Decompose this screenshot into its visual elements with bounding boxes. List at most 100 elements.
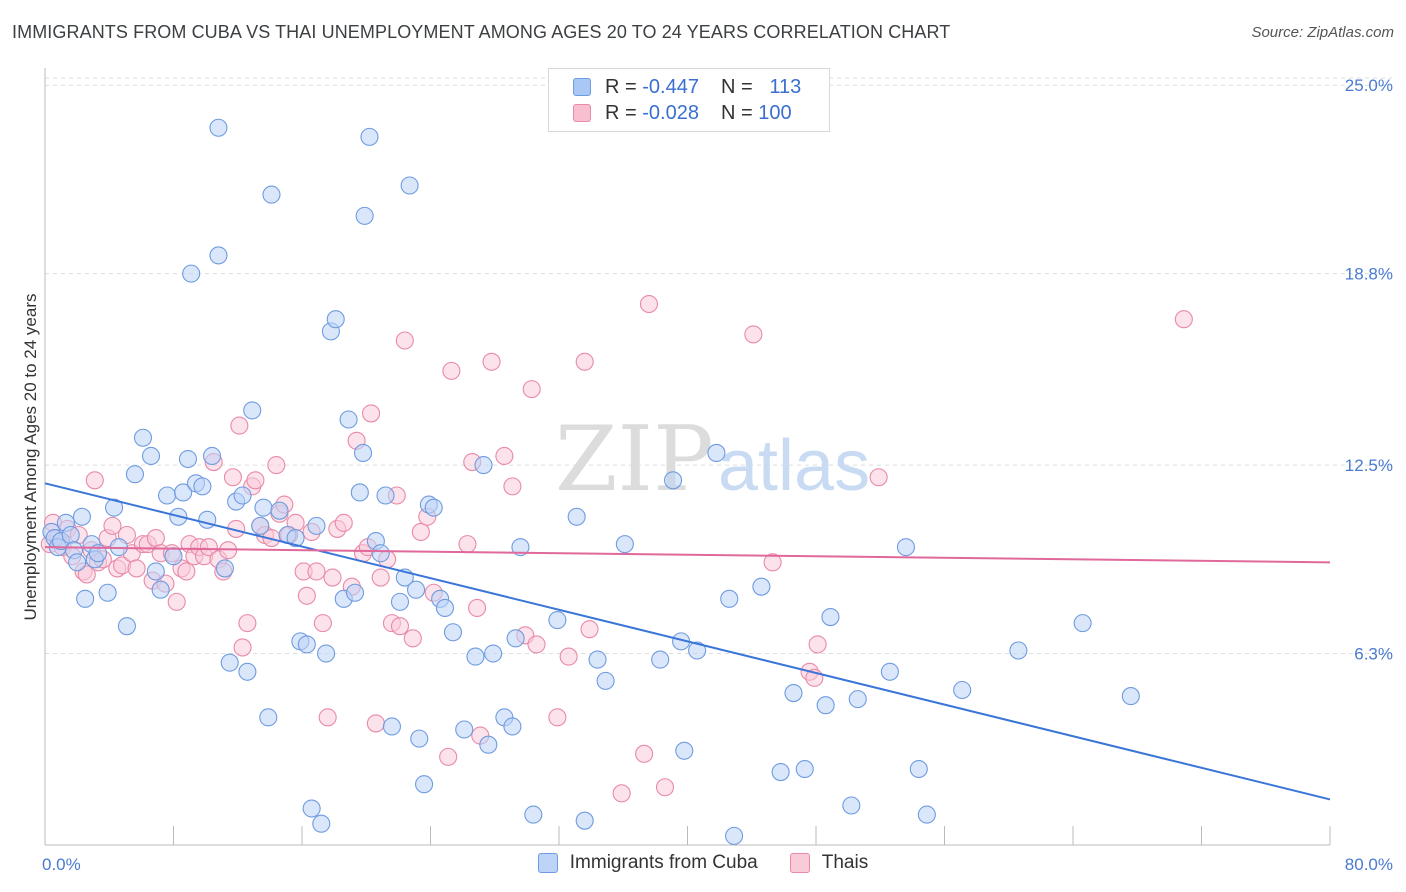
trend-line-cuba xyxy=(44,482,1331,801)
point-thais xyxy=(362,404,381,423)
point-cuba xyxy=(182,264,201,283)
point-thais xyxy=(177,562,196,581)
point-cuba xyxy=(575,811,594,830)
point-thais xyxy=(267,456,286,475)
point-cuba xyxy=(238,662,257,681)
x-tick-label: 80.0% xyxy=(1345,855,1393,874)
point-cuba xyxy=(821,608,840,627)
point-cuba xyxy=(503,717,522,736)
legend-n-label: N = xyxy=(720,101,753,124)
legend-r-label: R = xyxy=(605,101,637,124)
point-cuba xyxy=(390,592,410,611)
point-cuba xyxy=(88,544,108,563)
point-thais xyxy=(612,784,631,803)
point-cuba xyxy=(350,483,369,502)
bottom-legend-label-thais: Thais xyxy=(821,852,869,873)
point-cuba xyxy=(270,501,289,520)
point-cuba xyxy=(1009,641,1028,660)
point-cuba xyxy=(784,683,803,703)
point-cuba xyxy=(596,671,615,690)
point-cuba xyxy=(286,528,305,548)
point-cuba xyxy=(243,401,262,420)
point-cuba xyxy=(1121,687,1140,706)
point-cuba xyxy=(133,428,153,447)
point-thais xyxy=(297,586,316,605)
point-cuba xyxy=(345,583,365,602)
point-cuba xyxy=(98,583,117,602)
point-thais xyxy=(403,629,422,648)
point-cuba xyxy=(466,647,485,666)
bottom-legend-swatch-cuba xyxy=(537,853,558,873)
point-cuba xyxy=(105,498,124,517)
bottom-legend-item-thais: Thais xyxy=(789,852,869,874)
trend-lines xyxy=(44,482,1331,801)
point-cuba xyxy=(848,690,867,709)
point-cuba xyxy=(588,650,607,669)
point-cuba xyxy=(209,118,228,137)
point-cuba xyxy=(125,465,144,484)
point-cuba xyxy=(254,498,273,517)
point-thais xyxy=(468,598,487,617)
x-tick-label: 0.0% xyxy=(42,855,81,874)
point-cuba xyxy=(339,410,358,429)
point-cuba xyxy=(164,547,183,566)
point-cuba xyxy=(376,486,395,505)
chart-title: IMMIGRANTS FROM CUBA VS THAI UNEMPLOYMEN… xyxy=(12,22,951,42)
point-cuba xyxy=(725,826,744,845)
point-cuba xyxy=(198,510,217,529)
point-cuba xyxy=(259,708,278,727)
point-thais xyxy=(763,553,782,572)
point-cuba xyxy=(400,176,419,195)
point-cuba xyxy=(262,185,281,204)
point-thais xyxy=(580,620,599,639)
y-tick-label: 25.0% xyxy=(1345,76,1393,95)
point-thais xyxy=(390,617,410,636)
point-cuba xyxy=(382,717,402,736)
bottom-legend-item-cuba: Immigrants from Cuba xyxy=(537,852,758,874)
watermark-atlas: atlas xyxy=(718,426,870,506)
point-cuba xyxy=(707,443,726,462)
point-cuba xyxy=(771,763,790,782)
trend-line-thais xyxy=(44,546,1331,564)
point-cuba xyxy=(651,650,670,669)
watermark-zip: ZIP xyxy=(555,407,714,512)
point-thais xyxy=(371,568,390,587)
point-cuba xyxy=(909,759,928,779)
point-thais xyxy=(495,446,514,466)
point-cuba xyxy=(146,562,165,581)
legend-swatch-cuba xyxy=(573,78,591,96)
point-cuba xyxy=(1073,614,1092,633)
point-cuba xyxy=(567,507,586,526)
point-cuba xyxy=(424,498,443,517)
point-cuba xyxy=(720,589,739,608)
point-cuba xyxy=(524,805,543,824)
point-cuba xyxy=(151,580,170,599)
legend-row-thais: R = -0.028 N = 100 xyxy=(573,101,792,125)
point-cuba xyxy=(752,577,771,596)
point-cuba xyxy=(193,477,212,496)
point-cuba xyxy=(178,449,198,469)
point-cuba xyxy=(548,611,567,630)
point-cuba xyxy=(663,471,683,490)
point-cuba xyxy=(371,544,390,563)
point-thais xyxy=(1174,310,1193,329)
point-thais xyxy=(246,471,265,490)
point-cuba xyxy=(158,486,177,505)
y-tick-label: 18.8% xyxy=(1345,265,1393,284)
point-thais xyxy=(307,562,326,581)
point-thais xyxy=(639,294,659,314)
tick-labels: 6.3% 12.5% 18.8% 25.0% 0.0% 80.0% xyxy=(42,76,1393,874)
point-thais xyxy=(230,416,249,435)
point-thais xyxy=(395,331,414,350)
point-cuba xyxy=(215,559,234,578)
point-thais xyxy=(411,522,430,542)
point-thais xyxy=(199,538,218,557)
point-cuba xyxy=(842,796,861,815)
point-cuba xyxy=(443,623,463,642)
legend: R = -0.447 N = 113 R = -0.028 N = 100 xyxy=(548,68,830,132)
point-thais xyxy=(482,352,501,371)
legend-r-value-thais: -0.028 xyxy=(642,101,699,124)
point-thais xyxy=(559,647,578,666)
point-thais xyxy=(527,635,546,654)
